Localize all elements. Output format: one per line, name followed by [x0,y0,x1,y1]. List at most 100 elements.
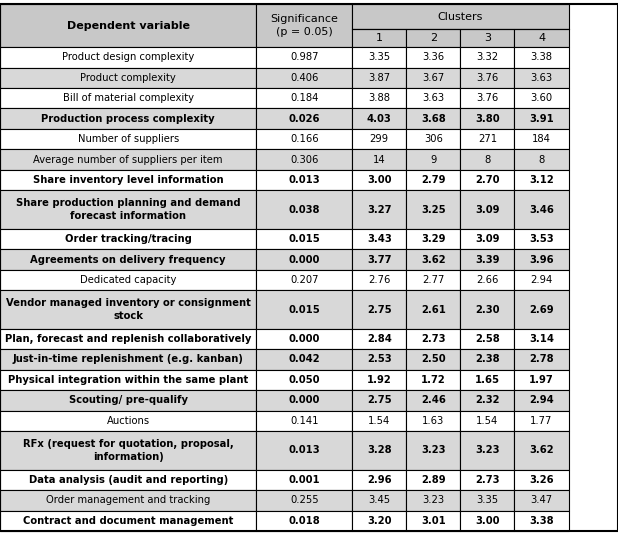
Text: 3.01: 3.01 [421,516,446,526]
Bar [460,190,514,229]
Bar [0,249,256,270]
Bar [0,410,256,431]
Text: 0.987: 0.987 [290,52,319,63]
Text: 0.306: 0.306 [290,155,318,165]
Text: 0.026: 0.026 [289,114,320,124]
Bar [460,149,514,170]
Bar [352,229,407,249]
Bar [514,510,569,531]
Text: 2.53: 2.53 [367,355,392,364]
Text: 184: 184 [532,134,551,144]
Bar [514,390,569,410]
Text: 3.09: 3.09 [475,234,500,244]
Bar [256,410,352,431]
Bar [0,470,256,490]
Bar [0,349,256,370]
Text: 3.77: 3.77 [367,255,392,264]
Text: 4.03: 4.03 [367,114,392,124]
Text: 2.94: 2.94 [530,275,552,285]
Text: 3.09: 3.09 [475,204,500,215]
Bar [514,349,569,370]
Text: 1.97: 1.97 [529,375,554,385]
Bar [0,190,256,229]
Text: 0.013: 0.013 [289,175,320,185]
Bar [460,88,514,109]
Bar [352,190,407,229]
Bar [514,47,569,67]
Text: 0.015: 0.015 [289,234,320,244]
Text: 0.050: 0.050 [289,375,320,385]
Text: 2.69: 2.69 [529,304,554,315]
Text: 3.32: 3.32 [476,52,499,63]
Bar [407,149,460,170]
Bar [352,249,407,270]
Bar [514,109,569,129]
Bar [407,290,460,329]
Text: 2.38: 2.38 [475,355,500,364]
Bar [407,47,460,67]
Bar [514,329,569,349]
Bar [407,170,460,190]
Bar [514,67,569,88]
Text: 0.166: 0.166 [290,134,319,144]
Text: 2.78: 2.78 [529,355,554,364]
Text: 0.015: 0.015 [289,304,320,315]
Text: Product complexity: Product complexity [80,73,176,83]
Text: Order tracking/tracing: Order tracking/tracing [65,234,192,244]
Bar [0,149,256,170]
Text: 4: 4 [538,33,545,43]
Text: Share production planning and demand
forecast information: Share production planning and demand for… [16,198,240,221]
Text: 3.23: 3.23 [475,445,500,455]
Text: 0.141: 0.141 [290,416,319,426]
Text: 2.73: 2.73 [421,334,446,344]
Text: 3.28: 3.28 [367,445,392,455]
Text: Agreements on delivery frequency: Agreements on delivery frequency [30,255,226,264]
Text: 14: 14 [373,155,386,165]
Bar [352,470,407,490]
Bar [407,190,460,229]
Text: 3.20: 3.20 [367,516,392,526]
Bar [0,129,256,149]
Bar [460,490,514,510]
Text: 2.58: 2.58 [475,334,500,344]
Text: 0.001: 0.001 [289,475,320,485]
Bar [514,431,569,470]
Bar [514,470,569,490]
Bar [407,410,460,431]
Text: RFx (request for quotation, proposal,
information): RFx (request for quotation, proposal, in… [23,439,234,462]
Text: 3.67: 3.67 [422,73,444,83]
Bar [352,170,407,190]
Bar [460,229,514,249]
Text: 2.84: 2.84 [367,334,392,344]
Bar [407,349,460,370]
Bar [256,229,352,249]
Text: 3.60: 3.60 [530,93,552,103]
Bar [352,129,407,149]
Text: Plan, forecast and replenish collaboratively: Plan, forecast and replenish collaborati… [5,334,252,344]
Bar [256,109,352,129]
Bar [460,47,514,67]
Bar [407,431,460,470]
Bar [460,249,514,270]
Text: 3.62: 3.62 [421,255,446,264]
Bar [256,47,352,67]
Bar [407,470,460,490]
Bar [460,329,514,349]
Bar [460,170,514,190]
Text: 3.35: 3.35 [368,52,391,63]
Text: 3.00: 3.00 [475,516,500,526]
Text: 9: 9 [430,155,436,165]
Text: 3.12: 3.12 [529,175,554,185]
Bar [460,270,514,290]
Bar [460,510,514,531]
Text: Significance
(p = 0.05): Significance (p = 0.05) [271,14,338,37]
Text: 3.38: 3.38 [530,52,552,63]
Bar [407,249,460,270]
Text: 3.36: 3.36 [422,52,444,63]
Bar [256,190,352,229]
Bar [256,470,352,490]
Bar [514,249,569,270]
Text: 8: 8 [538,155,544,165]
Bar [0,67,256,88]
Text: 2: 2 [430,33,437,43]
